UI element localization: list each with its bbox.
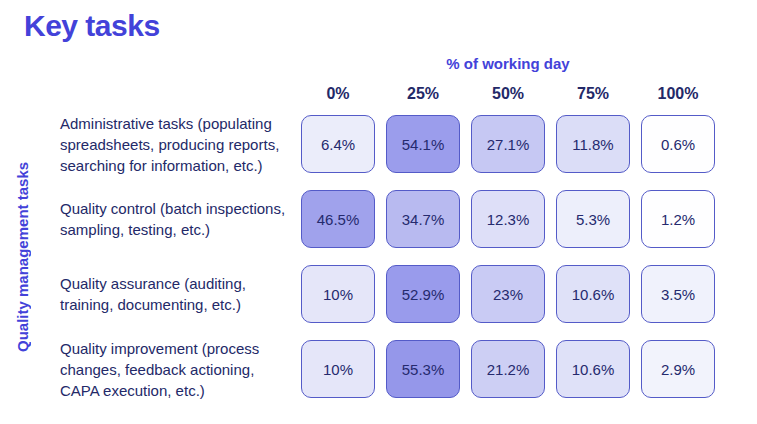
heatmap-cell: 46.5% [301, 190, 375, 248]
column-tick: 0% [301, 85, 375, 103]
x-axis-title: % of working day [301, 55, 715, 72]
heatmap-cell: 0.6% [641, 115, 715, 173]
heatmap-cell: 1.2% [641, 190, 715, 248]
column-tick: 50% [471, 85, 545, 103]
row-label: Administrative tasks (populating spreads… [48, 115, 290, 173]
heatmap-cell: 27.1% [471, 115, 545, 173]
row-label: Quality control (batch inspections, samp… [48, 190, 290, 248]
heatmap-cell: 34.7% [386, 190, 460, 248]
slide: Key tasks Quality management tasks % of … [0, 0, 757, 424]
column-headers: 0% 25% 50% 75% 100% [301, 85, 715, 103]
column-tick: 100% [641, 85, 715, 103]
heatmap-cell: 10% [301, 265, 375, 323]
heatmap-cell: 10.6% [556, 340, 630, 398]
heatmap-cell: 55.3% [386, 340, 460, 398]
heatmap-cell: 23% [471, 265, 545, 323]
column-tick: 75% [556, 85, 630, 103]
page-title: Key tasks [24, 9, 160, 43]
row-label: Quality improvement (process changes, fe… [48, 340, 290, 398]
y-axis-title: Quality management tasks [11, 115, 35, 398]
heatmap-cell: 6.4% [301, 115, 375, 173]
heatmap-cell: 10.6% [556, 265, 630, 323]
heatmap-cell: 10% [301, 340, 375, 398]
heatmap-cell: 12.3% [471, 190, 545, 248]
heatmap-cell: 52.9% [386, 265, 460, 323]
heatmap-cell: 54.1% [386, 115, 460, 173]
column-tick: 25% [386, 85, 460, 103]
heatmap-grid: Administrative tasks (populating spreads… [48, 115, 715, 398]
heatmap-cell: 21.2% [471, 340, 545, 398]
heatmap-cell: 2.9% [641, 340, 715, 398]
heatmap-cell: 5.3% [556, 190, 630, 248]
row-label: Quality assurance (auditing, training, d… [48, 265, 290, 323]
heatmap-cell: 11.8% [556, 115, 630, 173]
heatmap-cell: 3.5% [641, 265, 715, 323]
